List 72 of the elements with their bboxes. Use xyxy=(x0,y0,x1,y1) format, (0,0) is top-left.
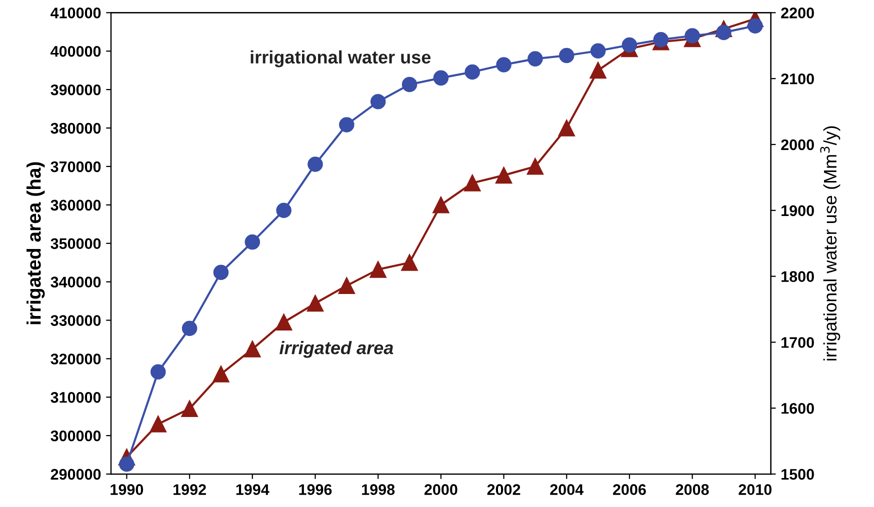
point xyxy=(370,94,386,110)
point xyxy=(306,295,324,312)
point xyxy=(182,320,198,336)
point xyxy=(150,364,166,380)
x-tick-label: 2006 xyxy=(613,484,646,495)
y-tick-label: 350000 xyxy=(50,238,101,250)
point xyxy=(244,340,261,358)
point xyxy=(684,28,700,44)
y-tick-label: 360000 xyxy=(50,200,101,211)
y-tick-label: 300000 xyxy=(50,430,101,442)
x-tick-label: 2000 xyxy=(424,484,458,495)
y2-tick-label: 1700 xyxy=(782,337,814,348)
point xyxy=(622,37,638,53)
y-tick-label: 380000 xyxy=(50,122,101,134)
y2-tick-label: 1900 xyxy=(782,205,814,216)
y-tick-label: 410000 xyxy=(50,8,101,18)
x-tick-label: 2004 xyxy=(550,484,584,495)
point xyxy=(150,416,166,432)
x-tick-label: 2010 xyxy=(738,484,772,495)
y-tick-label: 320000 xyxy=(50,354,101,364)
series-label: irrigated area xyxy=(280,341,394,358)
point xyxy=(181,400,198,418)
y2-axis-title: irrigational water use (Mm$^{3}$/y) xyxy=(820,126,840,360)
point xyxy=(244,234,260,250)
point xyxy=(496,57,512,72)
y2-tick-label: 2200 xyxy=(781,8,814,18)
point xyxy=(276,202,292,218)
y-tick-label: 400000 xyxy=(50,46,101,57)
point xyxy=(464,64,480,80)
point xyxy=(590,62,606,79)
point xyxy=(308,156,323,172)
y2-tick-label: 1800 xyxy=(782,271,814,282)
y2-tick-label: 1500 xyxy=(782,468,814,480)
point xyxy=(402,76,418,92)
point xyxy=(339,117,354,132)
point xyxy=(590,43,606,59)
point xyxy=(212,366,230,382)
y-tick-label: 290000 xyxy=(50,468,101,480)
series-label: irrigational water use xyxy=(250,50,431,68)
point xyxy=(528,51,543,66)
x-tick-label: 1998 xyxy=(362,484,395,495)
point xyxy=(401,254,418,271)
y2-tick-label: 1600 xyxy=(782,403,814,414)
y-axis-title: irrigated area (ha) xyxy=(26,162,45,324)
y-tick-label: 370000 xyxy=(50,161,101,172)
y-tick-label: 390000 xyxy=(50,84,101,96)
point xyxy=(558,48,574,64)
y-tick-label: 330000 xyxy=(50,315,101,326)
point xyxy=(495,166,512,184)
x-tick-label: 1990 xyxy=(110,484,144,495)
point xyxy=(433,70,449,86)
point xyxy=(213,264,229,280)
y2-tick-label: 2000 xyxy=(781,139,814,150)
x-tick-label: 2008 xyxy=(676,484,709,495)
point xyxy=(716,24,732,40)
point xyxy=(464,174,481,192)
x-tick-label: 2002 xyxy=(487,484,520,495)
x-tick-label: 1994 xyxy=(236,484,270,495)
x-tick-label: 1992 xyxy=(174,484,206,495)
point xyxy=(653,32,669,48)
x-tick-label: 1996 xyxy=(299,484,332,495)
point xyxy=(338,277,355,294)
point xyxy=(526,158,544,175)
y2-tick-label: 2100 xyxy=(781,73,814,84)
point xyxy=(275,314,292,331)
y-tick-label: 310000 xyxy=(50,392,101,403)
point xyxy=(119,456,134,472)
point xyxy=(370,261,386,278)
y-tick-label: 340000 xyxy=(50,276,101,288)
point xyxy=(558,120,575,136)
point xyxy=(748,18,763,34)
point xyxy=(432,196,450,214)
